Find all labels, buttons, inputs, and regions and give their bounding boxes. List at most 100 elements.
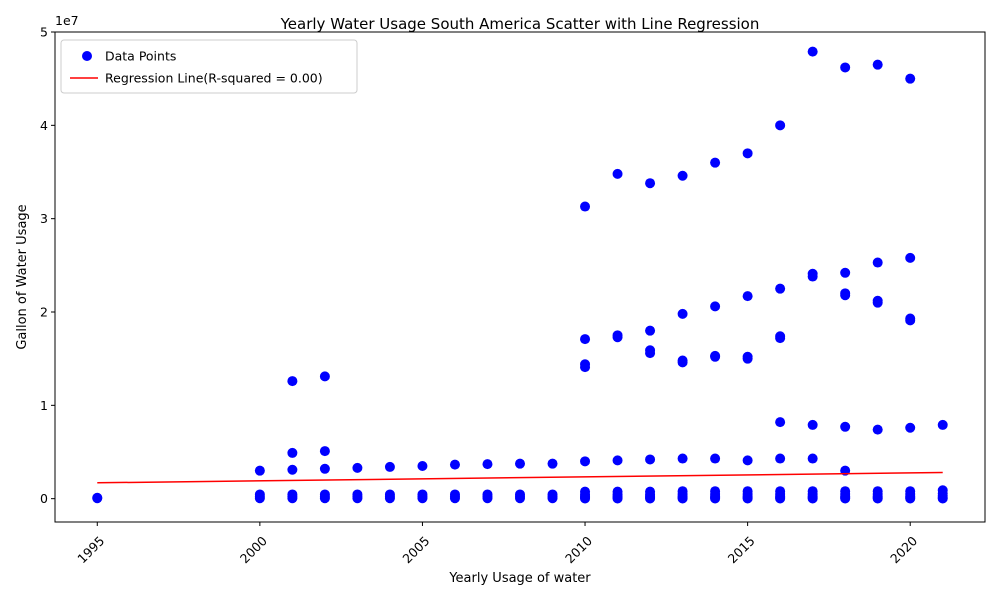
data-point [775,120,786,131]
data-point [872,257,883,268]
y-tick-label: 3 [40,211,48,226]
data-point [775,333,786,344]
data-point [612,168,623,179]
data-point [905,493,916,504]
plot-frame [54,31,986,523]
data-point [482,459,493,470]
data-point [417,461,428,471]
data-point [742,493,753,504]
data-point [352,493,363,504]
data-point [807,46,818,57]
y-tick-label: 0 [40,491,48,506]
data-point [319,446,330,457]
data-point [872,297,883,308]
regression-line [97,471,943,484]
data-point [807,453,818,464]
data-point [645,493,656,504]
data-point [645,454,656,465]
data-point [515,458,525,469]
legend-box [60,39,358,94]
data-point [645,348,656,359]
data-point [612,455,623,466]
chart-title: Yearly Water Usage South America Scatter… [280,15,760,33]
data-point [742,148,753,159]
data-point [482,493,493,504]
data-point [710,301,721,312]
data-point [905,73,916,84]
data-point [905,422,916,433]
data-point [580,493,591,504]
legend-label-regression-line: Regression Line(R-squared = 0.00) [105,71,323,86]
data-point [254,465,265,476]
data-point [352,462,363,473]
x-axis-label: Yearly Usage of water [448,571,591,586]
data-point [937,493,948,504]
data-point [319,493,330,504]
data-point [742,455,753,466]
data-point [937,419,948,430]
y-tick-label: 1 [40,398,48,413]
marks-layer [92,46,948,504]
plot-area [54,31,986,523]
data-point [287,447,298,458]
data-point [677,357,688,368]
y-tick-label: 4 [40,118,48,133]
data-point [612,332,623,343]
data-point [580,456,591,467]
data-point [710,157,721,168]
data-point [840,267,851,278]
data-point [417,493,428,504]
data-point [580,201,591,212]
data-point [677,308,688,319]
data-point [580,334,591,345]
data-point [872,424,883,435]
data-point [710,493,721,504]
data-point [580,362,591,373]
data-point [807,271,818,282]
data-point [677,170,688,181]
data-point [905,315,916,326]
data-point [449,493,460,504]
data-point [547,458,558,469]
data-point [807,493,818,504]
legend-label-data-points: Data Points [105,49,176,64]
data-point [319,463,330,474]
data-point [677,493,688,504]
data-point [840,493,851,504]
data-point [384,461,395,472]
data-point [807,419,818,430]
data-point [645,325,656,336]
data-point [287,464,298,475]
data-point [742,291,753,302]
data-point [612,493,623,504]
y-offset-label: 1e7 [55,13,79,28]
data-point [92,493,103,504]
data-point [254,493,265,504]
data-point [775,453,786,464]
data-point [710,351,721,362]
data-point [677,453,688,464]
data-point [872,493,883,504]
y-tick-label: 5 [40,25,48,40]
data-point [384,493,395,504]
y-axis-label: Gallon of Water Usage [15,204,30,349]
data-point [840,62,851,73]
data-point [840,421,851,432]
y-axis: 0 1 2 3 4 5 [40,25,55,506]
data-point [742,353,753,364]
data-point [775,417,786,428]
legend: Data Points Regression Line(R-squared = … [60,39,358,94]
data-point [547,493,558,504]
data-point [710,453,721,464]
y-tick-label: 2 [40,305,48,320]
data-point [775,283,786,294]
data-point [319,371,330,382]
data-point [775,493,786,504]
data-point [515,493,525,504]
data-point [449,459,460,470]
data-point [645,178,656,189]
data-point [287,493,298,504]
data-point [872,59,883,70]
